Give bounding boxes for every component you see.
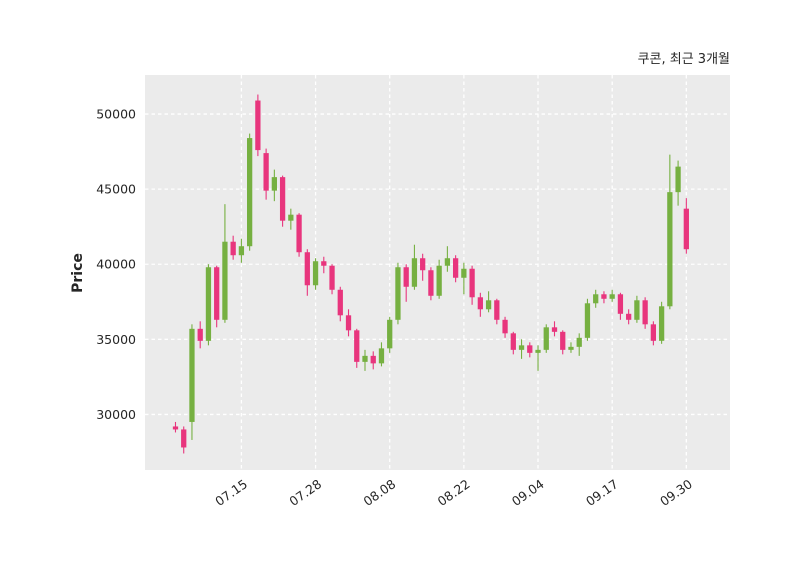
candle-body	[642, 300, 648, 325]
candle-body	[593, 294, 599, 304]
candle-body	[675, 166, 681, 193]
candle-body	[403, 267, 409, 287]
candle-body	[535, 349, 541, 353]
candle-body	[172, 426, 179, 430]
candle-body	[650, 324, 657, 341]
candle-body	[658, 306, 665, 341]
candle-body	[584, 303, 591, 338]
candle-body	[230, 241, 236, 256]
candle-body	[189, 328, 195, 422]
candle-body	[469, 268, 475, 298]
y-tick-label: 40000	[96, 257, 136, 272]
candle-body	[279, 177, 286, 221]
candle-body	[205, 267, 212, 341]
candle-body	[576, 337, 582, 347]
candle-body	[551, 327, 558, 332]
candle-body	[181, 429, 187, 448]
candle-body	[329, 265, 335, 290]
candle-body	[345, 315, 352, 331]
candle-body	[222, 241, 228, 320]
candle-body	[197, 328, 203, 341]
candle-body	[214, 267, 220, 320]
candle-body	[609, 294, 615, 299]
candle-body	[452, 258, 459, 278]
candle-body	[238, 246, 245, 256]
candle-body	[378, 348, 385, 364]
candle-body	[428, 270, 434, 296]
candle-body	[683, 208, 689, 250]
y-tick-label: 30000	[96, 407, 136, 422]
x-tick-label: 09.17	[583, 476, 621, 509]
candle-body	[601, 294, 607, 299]
candle-body	[444, 258, 451, 266]
x-tick-label: 07.15	[212, 476, 250, 509]
candle-body	[247, 138, 253, 247]
candle-body	[510, 333, 516, 350]
candle-body	[436, 265, 442, 296]
candle-body	[395, 267, 401, 320]
candle-body	[494, 300, 500, 320]
candle-body	[354, 330, 360, 362]
candle-body	[420, 258, 426, 271]
y-axis-label: Price	[70, 253, 86, 293]
candle-body	[461, 268, 467, 278]
candle-body	[518, 345, 525, 350]
candle-body	[362, 355, 368, 362]
y-tick-label: 45000	[96, 182, 136, 197]
x-tick-label: 08.22	[435, 476, 473, 509]
candle-body	[568, 346, 574, 350]
candle-body	[560, 331, 566, 350]
candle-body	[296, 214, 302, 253]
y-tick-label: 35000	[96, 332, 136, 347]
candle-body	[617, 294, 624, 314]
candle-body	[485, 300, 492, 310]
chart-title: 쿠콘, 최근 3개월	[637, 52, 730, 67]
candle-body	[626, 313, 632, 320]
y-tick-label: 50000	[96, 107, 136, 122]
candle-body	[337, 289, 343, 316]
candle-body	[543, 327, 549, 350]
candle-body	[634, 300, 640, 320]
candle-body	[304, 252, 310, 286]
candle-body	[411, 258, 418, 287]
candle-body	[321, 261, 327, 266]
candle-body	[477, 297, 483, 310]
candle-body	[387, 319, 393, 349]
x-tick-label: 09.30	[657, 476, 695, 509]
x-tick-label: 08.08	[361, 476, 399, 509]
candle-body	[312, 261, 319, 286]
candle-body	[370, 355, 376, 364]
candle-body	[263, 153, 269, 191]
x-tick-label: 09.04	[509, 476, 547, 509]
candle-body	[502, 319, 508, 334]
candle-body	[271, 177, 277, 191]
x-tick-label: 07.28	[286, 476, 324, 509]
candle-body	[527, 345, 533, 353]
candle-body	[288, 214, 294, 221]
candle-body	[255, 100, 261, 151]
candle-body	[667, 192, 673, 307]
